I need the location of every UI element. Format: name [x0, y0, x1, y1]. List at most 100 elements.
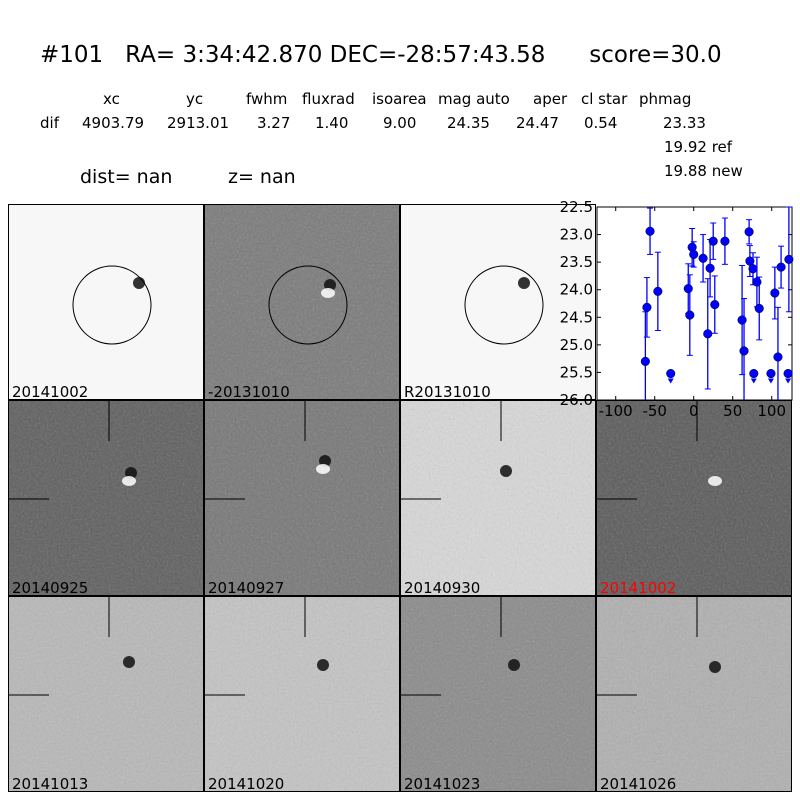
- data-point: [744, 227, 754, 237]
- y-tick-label: 24.0: [560, 281, 593, 299]
- row-label: dif: [40, 114, 59, 132]
- source-blob: [518, 277, 530, 289]
- data-point: [703, 329, 713, 339]
- redshift: z= nan: [228, 166, 296, 188]
- data-point: [705, 263, 715, 273]
- y-tick-label: 23.0: [560, 226, 593, 244]
- aperture-circle: [268, 265, 348, 345]
- value-fluxrad: 1.40: [315, 114, 349, 132]
- value-aper: 24.47: [516, 114, 559, 132]
- image-stamp: 20140927: [204, 400, 400, 596]
- source-blob: [125, 467, 137, 479]
- data-point: [708, 236, 718, 246]
- y-tick-label: 25.0: [560, 336, 593, 354]
- noise-texture: [205, 401, 399, 595]
- data-point: [748, 264, 758, 274]
- data-point: [640, 356, 650, 366]
- new-mag: 19.88 new: [664, 162, 743, 180]
- value-mag-auto: 24.35: [447, 114, 490, 132]
- stamp-date-label: 20141002: [12, 383, 89, 400]
- header-mag-auto: mag auto: [438, 90, 510, 108]
- header-yc: yc: [186, 90, 204, 108]
- value-phmag: 23.33: [663, 114, 706, 132]
- header-fwhm: fwhm: [246, 90, 288, 108]
- source-blob: [321, 288, 335, 298]
- header-phmag: phmag: [639, 90, 692, 108]
- noise-texture: [597, 597, 791, 791]
- image-stamp: 20141020: [204, 596, 400, 792]
- data-point: [710, 300, 720, 310]
- aperture-circle: [464, 265, 544, 345]
- data-point: [653, 286, 663, 296]
- light-curve-plot: 22.5 23.0 23.5 24.0 24.5 25.0 25.5 26.0 -100 -50 0…: [560, 198, 794, 420]
- value-isoarea: 9.00: [383, 114, 417, 132]
- value-yc: 2913.01: [167, 114, 230, 132]
- image-stamp: 20141013: [8, 596, 204, 792]
- image-stamp: 20140930: [400, 400, 596, 596]
- x-tick-label: 50: [723, 402, 742, 420]
- data-point: [784, 254, 794, 264]
- dist: dist= nan: [80, 166, 173, 188]
- image-stamp: 20140925: [8, 400, 204, 596]
- noise-texture: [9, 597, 203, 791]
- data-point: [752, 277, 762, 287]
- data-point: [739, 346, 749, 356]
- source-blob: [316, 464, 330, 474]
- data-point: [645, 226, 655, 236]
- image-stamp: -20131010: [204, 204, 400, 400]
- source-blob: [317, 659, 329, 671]
- header-aper: aper: [533, 90, 568, 108]
- x-tick-label: -100: [599, 402, 633, 420]
- noise-texture: [205, 597, 399, 791]
- y-tick-label: 25.5: [560, 363, 593, 381]
- noise-texture: [9, 401, 203, 595]
- header-fluxrad: fluxrad: [302, 90, 355, 108]
- data-point: [698, 253, 708, 263]
- source-blob: [508, 659, 520, 671]
- stamp-date-label: 20141002: [600, 579, 677, 596]
- upper-limit-point: [666, 368, 676, 379]
- x-tick-label: 100: [757, 402, 786, 420]
- value-xc: 4903.79: [82, 114, 145, 132]
- noise-texture: [205, 205, 399, 399]
- upper-limit-point: [766, 368, 776, 379]
- ref-mag: 19.92 ref: [664, 138, 733, 156]
- upper-limit-point: [749, 368, 759, 379]
- stamp-date-label: 20140927: [208, 579, 285, 596]
- y-tick-label: 22.5: [560, 198, 593, 216]
- data-point: [773, 352, 783, 362]
- figure-title: #101 RA= 3:34:42.870 DEC=-28:57:43.58 sc…: [40, 42, 722, 68]
- noise-texture: [401, 401, 595, 595]
- image-stamp: 20141002: [8, 204, 204, 400]
- x-tick-label: 0: [689, 402, 699, 420]
- source-blob: [709, 661, 721, 673]
- data-point: [776, 262, 786, 272]
- stamp-date-label: R20131010: [404, 383, 491, 400]
- source-blob: [123, 656, 135, 668]
- source-blob: [708, 476, 722, 486]
- dec: DEC=-28:57:43.58: [329, 42, 546, 68]
- data-point: [770, 288, 780, 298]
- data-point: [683, 284, 693, 294]
- source-blob: [319, 455, 331, 467]
- data-point: [689, 249, 699, 259]
- data-point: [642, 302, 652, 312]
- data-point: [737, 315, 747, 325]
- source-blob: [324, 279, 336, 291]
- stamp-date-label: -20131010: [208, 383, 290, 400]
- stamp-date-label: 20141013: [12, 775, 89, 792]
- noise-texture: [401, 597, 595, 791]
- upper-limit-arrow: [667, 378, 674, 384]
- candidate-id: #101: [40, 42, 104, 68]
- header-xc: xc: [103, 90, 120, 108]
- stamp-date-label: 20141023: [404, 775, 481, 792]
- image-stamp: 20141002: [596, 400, 792, 596]
- y-tick-label: 23.5: [560, 253, 593, 271]
- data-point: [754, 303, 764, 314]
- image-stamp: 20141026: [596, 596, 792, 792]
- stamp-date-label: 20141026: [600, 775, 677, 792]
- value-cl-star: 0.54: [584, 114, 618, 132]
- score: score=30.0: [589, 42, 722, 68]
- source-blob: [122, 476, 136, 486]
